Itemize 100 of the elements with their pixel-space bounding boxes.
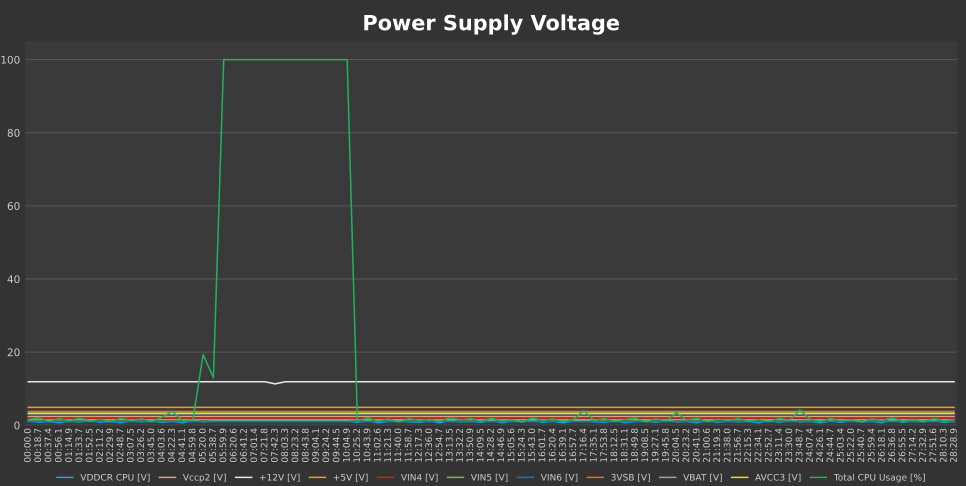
x-tick-label: 26:36.8 [888, 428, 896, 462]
x-tick-label: 09:44.5 [332, 428, 340, 462]
x-tick-label: 11:58.7 [404, 428, 412, 462]
x-tick-label: 20:41.9 [692, 428, 700, 462]
x-tick-label: 21:38.0 [724, 428, 730, 462]
x-tick-label: 25:59.4 [868, 428, 875, 462]
x-tick-label: 07:01.4 [250, 428, 258, 462]
x-tick-label: 24:26.1 [816, 428, 824, 462]
x-tick-label: 04:59.8 [188, 428, 196, 462]
x-tick-label: 13:32.2 [456, 428, 463, 462]
x-tick-label: 03:45.0 [147, 428, 154, 462]
x-tick-label: 03:26.2 [137, 428, 144, 462]
legend-label: VIN6 [V] [540, 474, 578, 482]
x-tick-label: 19:45.8 [662, 428, 669, 462]
x-tick-label: 23:48.7 [796, 428, 803, 462]
x-tick-label: 08:23.2 [292, 428, 298, 462]
x-tick-label: 04:03.6 [158, 428, 165, 462]
x-tick-label: 20:23.2 [682, 428, 690, 462]
x-tick-label: 26:18.1 [878, 428, 885, 462]
x-tick-label: 26:55.5 [898, 428, 906, 462]
y-tick-label: 60 [8, 202, 20, 210]
x-tick-label: 02:48.7 [116, 428, 124, 462]
x-tick-label: 21:19.3 [713, 428, 720, 462]
y-tick-label: 40 [8, 275, 20, 284]
x-tick-label: 22:34.1 [754, 428, 762, 462]
x-tick-label: 15:43.0 [528, 428, 535, 462]
x-tick-label: 10:43.9 [364, 428, 370, 462]
x-tick-label: 01:14.9 [65, 428, 72, 462]
y-tick-label: 0 [14, 421, 20, 430]
x-tick-label: 09:04.1 [312, 428, 319, 462]
x-tick-label: 01:52.5 [86, 428, 93, 462]
legend-label: VIN4 [V] [400, 474, 438, 482]
x-tick-label: 18:49.8 [631, 428, 638, 462]
x-tick-label: 07:21.8 [260, 428, 268, 462]
x-tick-label: 16:57.7 [569, 428, 576, 462]
chart-title: Power Supply Voltage [364, 14, 620, 35]
x-tick-label: 23:11.4 [775, 428, 782, 462]
x-tick-label: 00:18.7 [34, 428, 42, 462]
line-series [27, 58, 955, 423]
x-tick-label: 16:20.4 [548, 428, 556, 462]
x-tick-label: 14:09.5 [476, 428, 484, 462]
x-tick-label: 14:46.9 [497, 428, 504, 462]
x-tick-label: 17:35.1 [590, 428, 597, 462]
x-tick-label: 04:41.1 [178, 428, 186, 462]
x-tick-label: 13:13.5 [446, 428, 453, 462]
x-tick-label: 17:16.4 [580, 428, 586, 462]
x-tick-label: 24:07.4 [806, 428, 813, 462]
x-tick-label: 25:40.7 [857, 428, 864, 462]
x-tick-label: 14:28.2 [487, 428, 494, 462]
x-tick-label: 18:12.5 [610, 428, 618, 462]
x-tick-label: 27:32.9 [919, 428, 926, 462]
x-tick-label: 15:24.3 [518, 428, 525, 462]
x-tick-label: 23:30.0 [785, 428, 792, 462]
x-tick-label: 28:10.3 [940, 428, 947, 462]
x-tick-label: 12:54.7 [436, 428, 442, 462]
x-tick-label: 28:28.9 [950, 428, 957, 462]
x-tick-label: 10:04.9 [342, 428, 350, 462]
legend-label: VBAT [V] [683, 474, 722, 482]
x-tick-label: 27:51.6 [929, 428, 936, 462]
x-tick-label: 05:59.9 [219, 428, 226, 462]
x-tick-label: 13:50.9 [466, 428, 474, 462]
x-tick-label: 06:41.2 [240, 428, 247, 462]
legend-label: 3VSB [V] [611, 474, 650, 482]
x-tick-label: 00:00.0 [24, 428, 31, 462]
x-tick-label: 01:33.7 [75, 428, 82, 462]
x-tick-label: 21:00.6 [703, 428, 710, 462]
x-tick-label: 16:01.7 [538, 428, 546, 462]
legend-label: VDDCR CPU [V] [80, 474, 150, 482]
legend-label: AVCC3 [V] [755, 474, 800, 482]
x-tick-label: 21:56.7 [734, 428, 741, 462]
x-tick-label: 11:02.6 [374, 428, 381, 462]
legend-label: Total CPU Usage [%] [834, 474, 925, 482]
x-tick-label: 22:52.7 [764, 428, 772, 462]
legend-label: +12V [V] [260, 474, 300, 482]
x-tick-label: 25:22.0 [847, 428, 854, 462]
x-tick-label: 19:08.5 [641, 428, 648, 462]
legend-label: Vccp2 [V] [182, 474, 226, 482]
x-tick-label: 04:22.3 [168, 428, 175, 462]
x-tick-label: 03:07.5 [126, 428, 134, 462]
x-tick-label: 19:27.1 [652, 428, 658, 462]
x-tick-label: 16:39.1 [559, 428, 566, 462]
legend-label: VIN5 [V] [470, 474, 508, 482]
x-tick-label: 25:03.4 [836, 428, 844, 462]
x-tick-label: 09:24.2 [322, 428, 330, 462]
legend-label: +5V [V] [334, 474, 368, 482]
x-tick-label: 17:53.8 [600, 428, 608, 462]
x-tick-label: 22:15.3 [744, 428, 752, 462]
x-tick-label: 15:05.6 [508, 428, 514, 462]
x-tick-label: 00:37.4 [44, 428, 52, 462]
x-tick-label: 02:29.9 [106, 428, 114, 462]
x-tick-label: 10:25.2 [353, 428, 360, 462]
x-tick-label: 02:11.2 [96, 428, 103, 462]
x-tick-label: 11:21.3 [384, 428, 391, 462]
x-tick-label: 08:43.8 [302, 428, 309, 462]
x-tick-label: 12:17.3 [414, 428, 422, 462]
x-tick-label: 20:04.5 [672, 428, 680, 462]
x-tick-label: 08:03.3 [281, 428, 288, 462]
x-tick-label: 11:40.0 [394, 428, 402, 462]
x-tick-label: 06:20.6 [230, 428, 237, 462]
y-tick-label: 100 [2, 56, 20, 64]
